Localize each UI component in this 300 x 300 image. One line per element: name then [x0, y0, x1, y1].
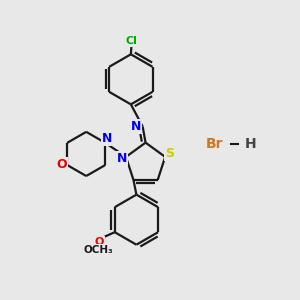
Text: OCH₃: OCH₃: [84, 245, 113, 255]
Text: S: S: [165, 147, 174, 160]
Text: O: O: [56, 158, 67, 172]
Text: Br: Br: [206, 137, 224, 151]
Text: Cl: Cl: [126, 36, 138, 46]
Text: H: H: [244, 137, 256, 151]
Text: N: N: [131, 120, 141, 133]
Text: N: N: [102, 132, 112, 145]
Text: N: N: [116, 152, 127, 165]
Text: O: O: [95, 237, 104, 247]
